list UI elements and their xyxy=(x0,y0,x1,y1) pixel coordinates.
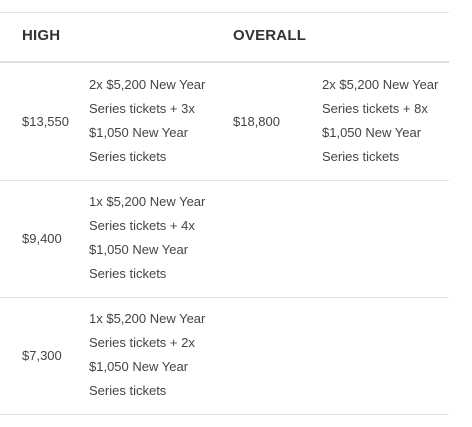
description-line: Series tickets + 2x xyxy=(89,335,195,350)
description-line: $1,050 New Year xyxy=(89,125,189,140)
description-line: $1,050 New Year xyxy=(89,242,189,257)
row-2-high-amount: $9,400 xyxy=(22,231,62,246)
column-header-overall: OVERALL xyxy=(233,27,307,44)
description-line: Series tickets xyxy=(89,266,167,281)
description-line: 2x $5,200 New Year xyxy=(89,77,206,92)
row-divider xyxy=(0,180,449,181)
header-divider xyxy=(0,61,449,63)
description-line: $1,050 New Year xyxy=(89,359,189,374)
row-divider xyxy=(0,297,449,298)
description-line: Series tickets + 4x xyxy=(89,218,195,233)
description-line: $1,050 New Year xyxy=(322,125,422,140)
description-line: 1x $5,200 New Year xyxy=(89,311,206,326)
description-line: Series tickets + 3x xyxy=(89,101,195,116)
row-3-high-description: 1x $5,200 New Year Series tickets + 2x $… xyxy=(89,307,205,403)
row-3-high-amount: $7,300 xyxy=(22,348,62,363)
row-1-overall-description: 2x $5,200 New Year Series tickets + 8x $… xyxy=(322,73,438,169)
description-line: 1x $5,200 New Year xyxy=(89,194,206,209)
column-header-high: HIGH xyxy=(22,27,61,44)
row-1-high-amount: $13,550 xyxy=(22,114,69,129)
row-1-high-description: 2x $5,200 New Year Series tickets + 3x $… xyxy=(89,73,205,169)
description-line: 2x $5,200 New Year xyxy=(322,77,439,92)
prize-table: HIGH OVERALL $13,550 2x $5,200 New Year … xyxy=(0,12,449,415)
table-top-border xyxy=(0,12,449,13)
description-line: Series tickets xyxy=(89,383,167,398)
description-line: Series tickets xyxy=(89,149,167,164)
row-2-high-description: 1x $5,200 New Year Series tickets + 4x $… xyxy=(89,190,205,286)
description-line: Series tickets + 8x xyxy=(322,101,428,116)
description-line: Series tickets xyxy=(322,149,400,164)
table-bottom-border xyxy=(0,414,449,415)
row-1-overall-amount: $18,800 xyxy=(233,114,280,129)
